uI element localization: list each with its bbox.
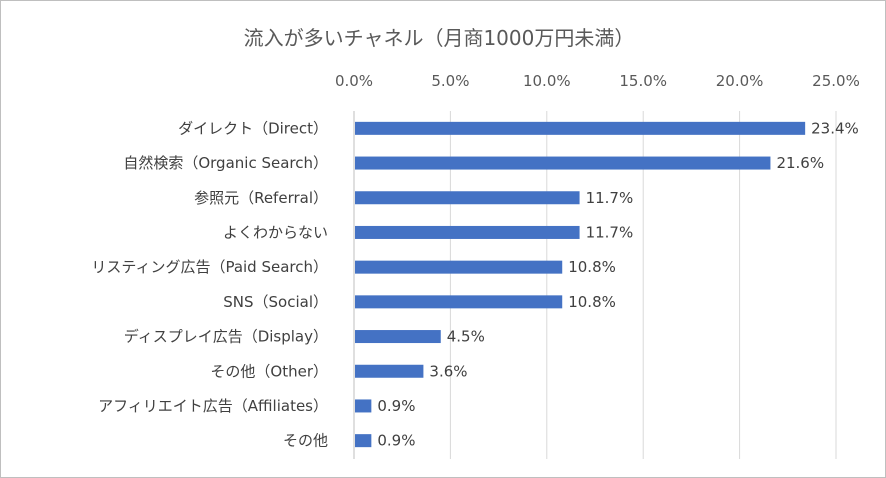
category-label: ダイレクト（Direct） bbox=[178, 119, 328, 137]
data-label: 4.5% bbox=[447, 328, 485, 346]
data-label: 3.6% bbox=[429, 362, 467, 380]
data-label: 0.9% bbox=[377, 432, 415, 450]
x-axis-ticks: 0.0% 5.0% 10.0% 15.0% 20.0% 25.0% bbox=[335, 72, 860, 90]
bars bbox=[355, 121, 806, 448]
data-label: 10.8% bbox=[568, 293, 616, 311]
bar bbox=[355, 399, 372, 413]
category-label: リスティング広告（Paid Search） bbox=[91, 258, 328, 276]
bar bbox=[355, 191, 580, 205]
data-label: 11.7% bbox=[586, 223, 634, 241]
category-label: SNS（Social） bbox=[223, 293, 328, 311]
category-label: ディスプレイ広告（Display） bbox=[124, 328, 328, 346]
x-tick-label: 25.0% bbox=[812, 72, 860, 90]
bar bbox=[355, 260, 563, 274]
category-label: よくわからない bbox=[223, 223, 328, 241]
bar bbox=[355, 225, 580, 239]
bar bbox=[355, 330, 441, 344]
category-label: 自然検索（Organic Search） bbox=[123, 154, 328, 172]
data-label: 23.4% bbox=[811, 119, 859, 137]
data-label: 11.7% bbox=[586, 189, 634, 207]
data-label: 0.9% bbox=[377, 397, 415, 415]
data-label: 21.6% bbox=[776, 154, 824, 172]
x-tick-label: 5.0% bbox=[431, 72, 469, 90]
x-tick-label: 10.0% bbox=[523, 72, 571, 90]
category-axis: ダイレクト（Direct） 自然検索（Organic Search） 参照元（Ref… bbox=[91, 119, 328, 449]
data-label: 10.8% bbox=[568, 258, 616, 276]
x-tick-label: 20.0% bbox=[716, 72, 764, 90]
category-label: その他（Other） bbox=[210, 362, 328, 380]
category-label: その他 bbox=[283, 432, 328, 450]
category-label: 参照元（Referral） bbox=[194, 189, 328, 207]
bar bbox=[355, 121, 806, 135]
chart-title: 流入が多いチャネル（月商1000万円未満） bbox=[244, 26, 635, 50]
bar bbox=[355, 434, 372, 448]
category-label: アフィリエイト広告（Affiliates） bbox=[98, 397, 328, 415]
data-labels: 23.4% 21.6% 11.7% 11.7% 10.8% 10.8% 4.5% 3.6% 0.… bbox=[377, 119, 858, 449]
bar bbox=[355, 156, 771, 170]
bar bbox=[355, 364, 424, 378]
x-tick-label: 15.0% bbox=[619, 72, 667, 90]
x-tick-label: 0.0% bbox=[335, 72, 373, 90]
bar bbox=[355, 295, 563, 309]
